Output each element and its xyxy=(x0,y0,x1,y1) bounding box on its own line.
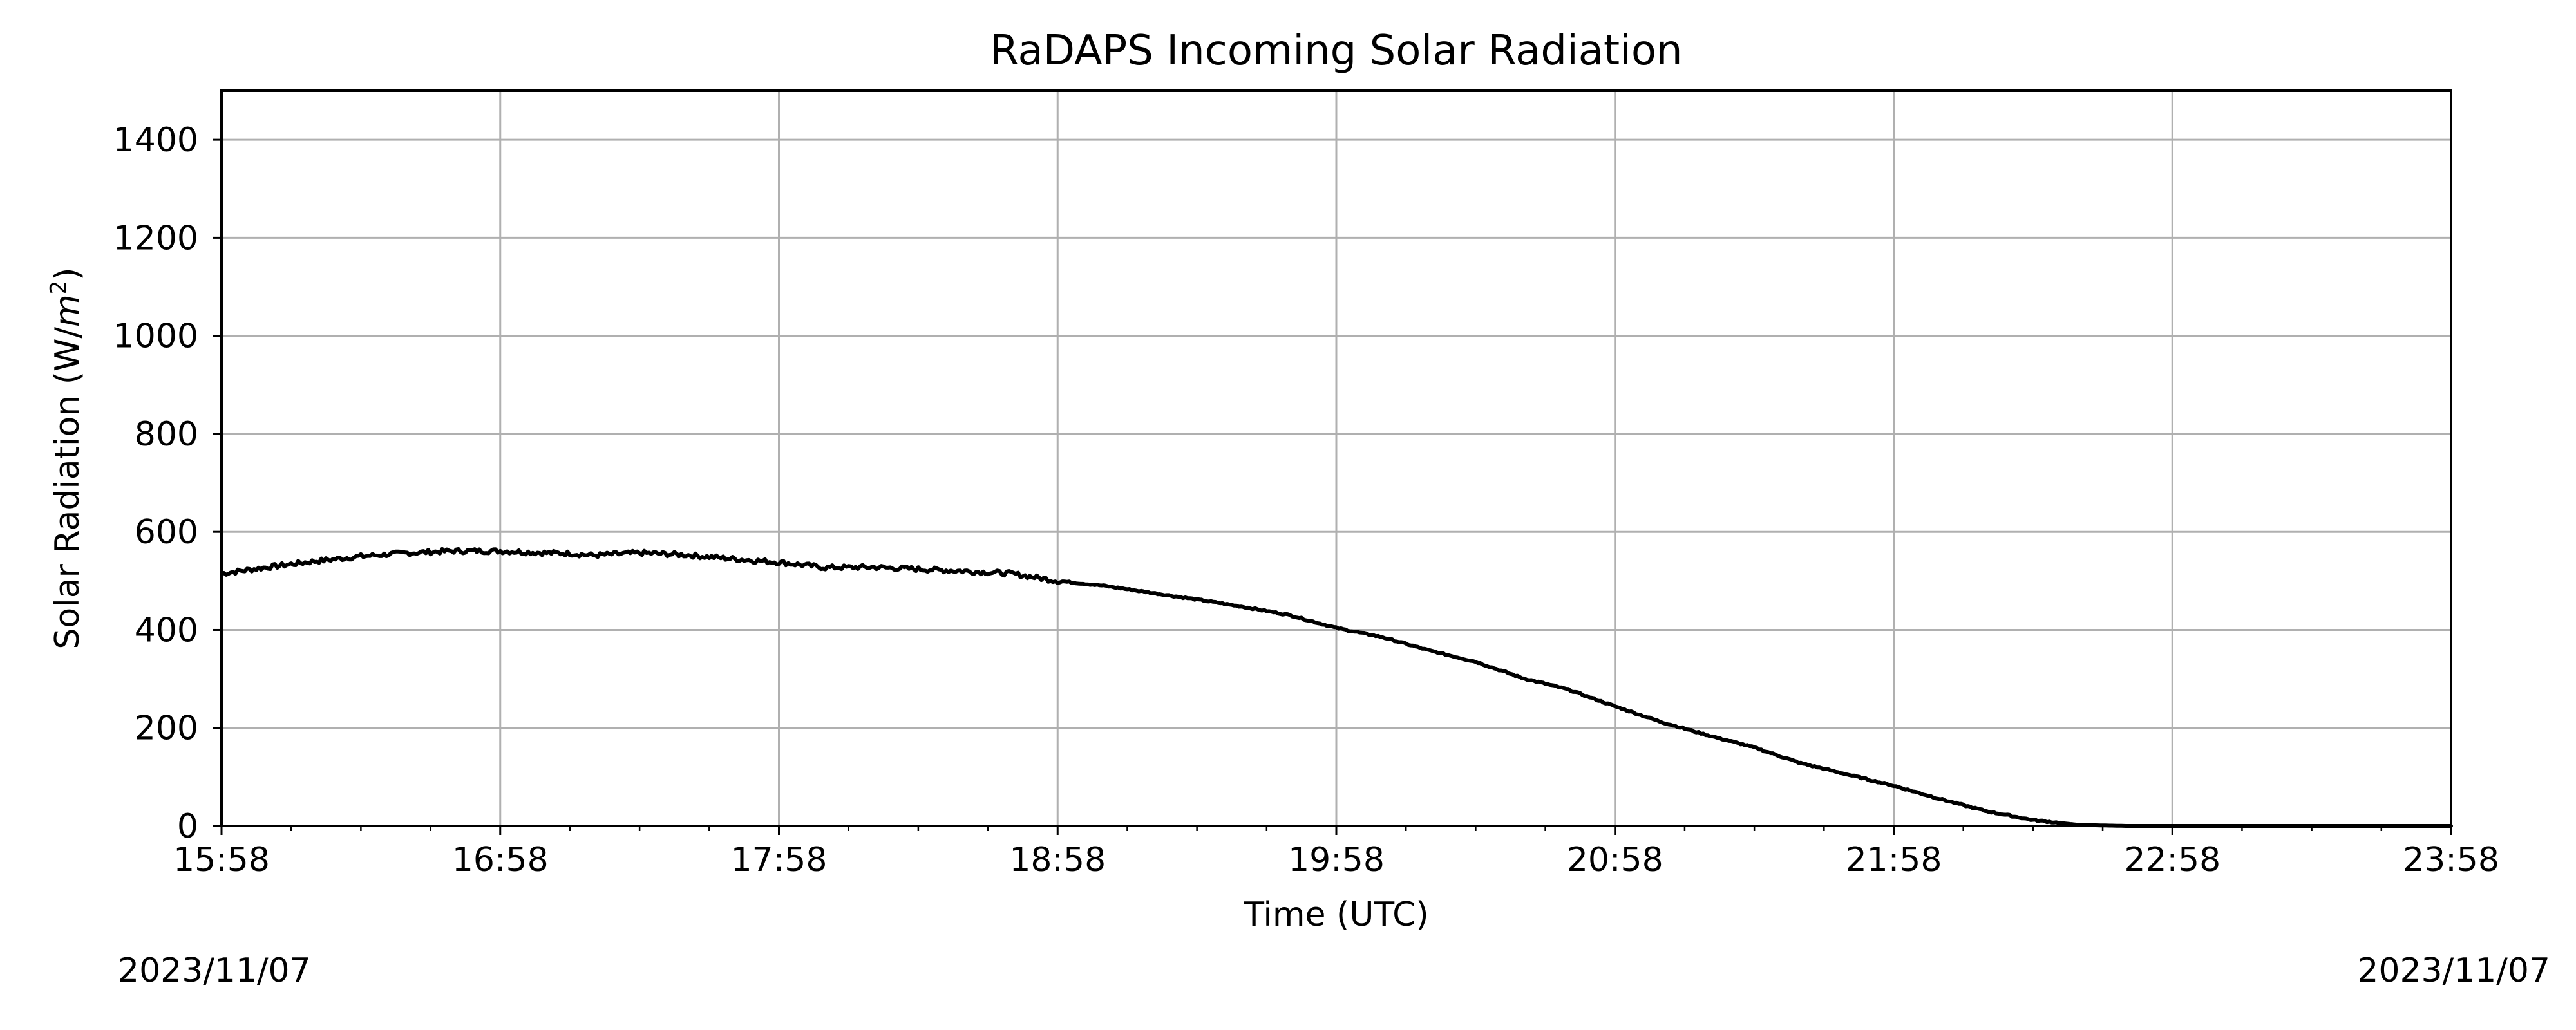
y-axis-label-sup: 2 xyxy=(46,281,71,295)
x-tick-label: 16:58 xyxy=(452,841,549,879)
x-tick-label: 15:58 xyxy=(173,841,270,879)
y-axis-ticks: 0 200 400 600 800 1000 1200 1400 xyxy=(113,121,222,846)
chart-title: RaDAPS Incoming Solar Radiation xyxy=(990,27,1682,75)
y-tick-label: 1400 xyxy=(113,121,198,160)
x-tick-label: 21:58 xyxy=(1846,841,1942,879)
x-tick-label: 20:58 xyxy=(1567,841,1663,879)
x-axis-ticks: 15:58 16:58 17:58 18:58 19:58 20:58 21:58 22:58… xyxy=(173,826,2499,879)
start-date-label: 2023/11/07 xyxy=(118,951,311,990)
y-tick-label: 600 xyxy=(135,513,198,552)
x-tick-label: 17:58 xyxy=(731,841,828,879)
y-axis-label-suffix: ) xyxy=(48,267,87,280)
x-tick-label: 22:58 xyxy=(2124,841,2221,879)
y-tick-label: 1000 xyxy=(113,317,198,356)
y-tick-label: 1200 xyxy=(113,219,198,258)
y-axis-label: Solar Radiation (W/m2) xyxy=(46,267,87,649)
y-tick-label: 800 xyxy=(135,415,198,454)
y-axis-label-var: m xyxy=(48,294,87,327)
y-axis-label-prefix: Solar Radiation (W/ xyxy=(48,327,87,650)
y-tick-label: 400 xyxy=(135,611,198,650)
grid xyxy=(220,91,2452,827)
x-axis-label: Time (UTC) xyxy=(1243,895,1428,934)
x-tick-label: 23:58 xyxy=(2403,841,2499,879)
x-tick-label: 19:58 xyxy=(1288,841,1385,879)
end-date-label: 2023/11/07 xyxy=(2357,951,2550,990)
y-tick-label: 0 xyxy=(177,807,198,846)
y-tick-label: 200 xyxy=(135,709,198,748)
x-tick-label: 18:58 xyxy=(1009,841,1106,879)
